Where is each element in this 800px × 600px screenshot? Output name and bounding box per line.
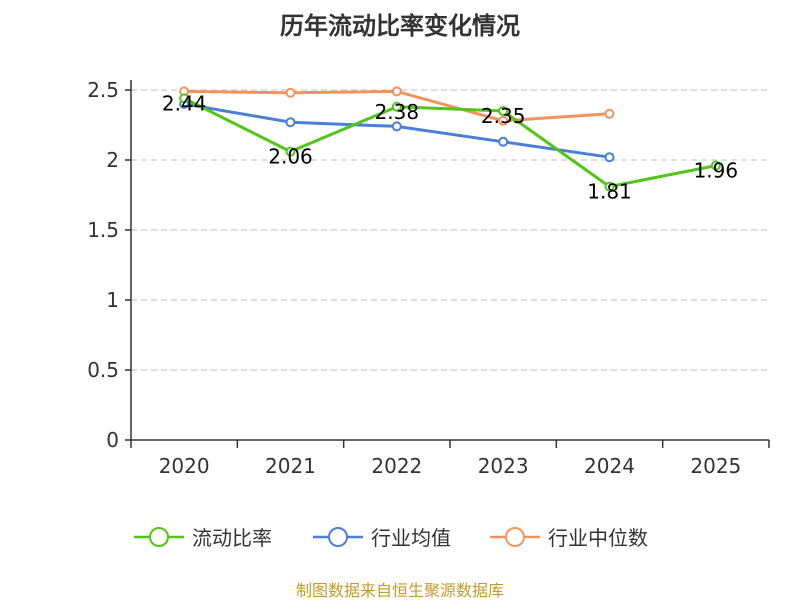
data-point [391,121,402,132]
x-tick-label: 2024 [584,454,635,478]
y-tick-label: 1.5 [87,218,119,242]
data-point [604,108,615,119]
data-point [498,136,509,147]
data-label: 2.35 [481,104,526,128]
data-point [179,93,190,104]
series [179,86,721,192]
legend-item[interactable]: 流动比率 [134,526,272,550]
data-point [285,146,296,157]
series-line [183,97,717,189]
x-tick-label: 2023 [478,454,529,478]
legend-marker-icon [149,527,169,547]
y-tick-label: 2.5 [87,78,119,102]
data-label: 2.44 [162,91,207,115]
legend-item[interactable]: 行业中位数 [490,526,648,550]
data-point [391,101,402,112]
chart-title: 历年流动比率变化情况 [280,12,520,40]
y-tick-label: 2 [106,148,119,172]
y-tick-label: 0.5 [87,358,119,382]
data-label: 1.96 [694,159,739,183]
data-label: 2.38 [375,100,420,124]
x-tick-label: 2025 [690,454,741,478]
legend-item[interactable]: 行业均值 [313,526,451,550]
data-point [604,152,615,163]
legend-label: 流动比率 [192,526,272,550]
data-point [285,117,296,128]
data-point [604,181,615,192]
y-tick-label: 1 [106,288,119,312]
x-tick-label: 2021 [265,454,316,478]
data-labels: 2.44 2.06 2.38 2.35 1.81 1.96 [162,91,738,203]
data-point [710,160,721,171]
legend-label: 行业均值 [371,526,451,550]
source-note: 制图数据来自恒生聚源数据库 [296,581,504,600]
data-point [498,106,509,116]
legend: 流动比率 行业均值 行业中位数 [134,526,648,550]
data-label: 2.06 [268,145,313,169]
data-point [285,87,296,98]
legend-marker-icon [328,527,348,547]
y-tick-label: 0 [106,428,119,452]
data-point [498,115,509,126]
x-tick-label: 2022 [371,454,422,478]
x-tick-label: 2020 [159,454,210,478]
legend-marker-icon [505,527,525,547]
grid [131,89,769,371]
data-label: 1.81 [587,180,632,204]
data-point [391,86,402,97]
legend-label: 行业中位数 [548,526,648,550]
axes: 0 0.5 1 1.5 2 2.5 2020 2021 2022 2023 2024 2025 [87,78,770,478]
